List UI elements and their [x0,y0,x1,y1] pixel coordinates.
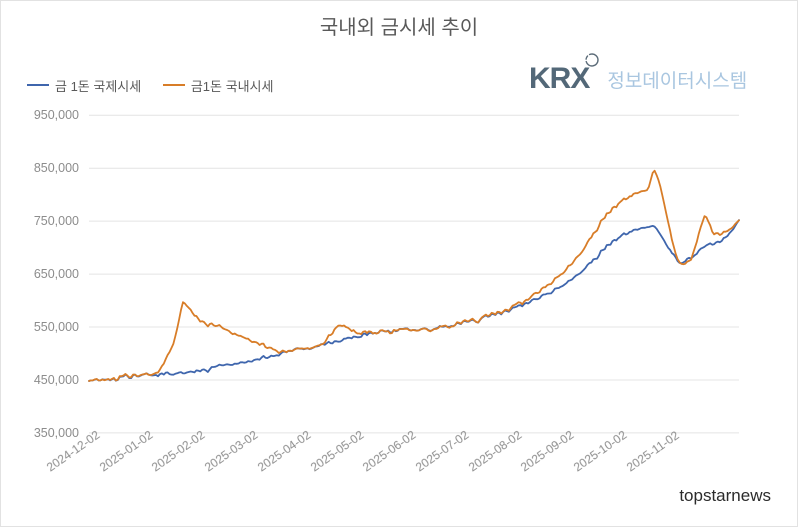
svg-text:950,000: 950,000 [34,108,79,122]
svg-text:650,000: 650,000 [34,267,79,281]
svg-text:850,000: 850,000 [34,161,79,175]
svg-text:350,000: 350,000 [34,426,79,440]
svg-text:550,000: 550,000 [34,320,79,334]
svg-text:750,000: 750,000 [34,214,79,228]
svg-text:450,000: 450,000 [34,373,79,387]
